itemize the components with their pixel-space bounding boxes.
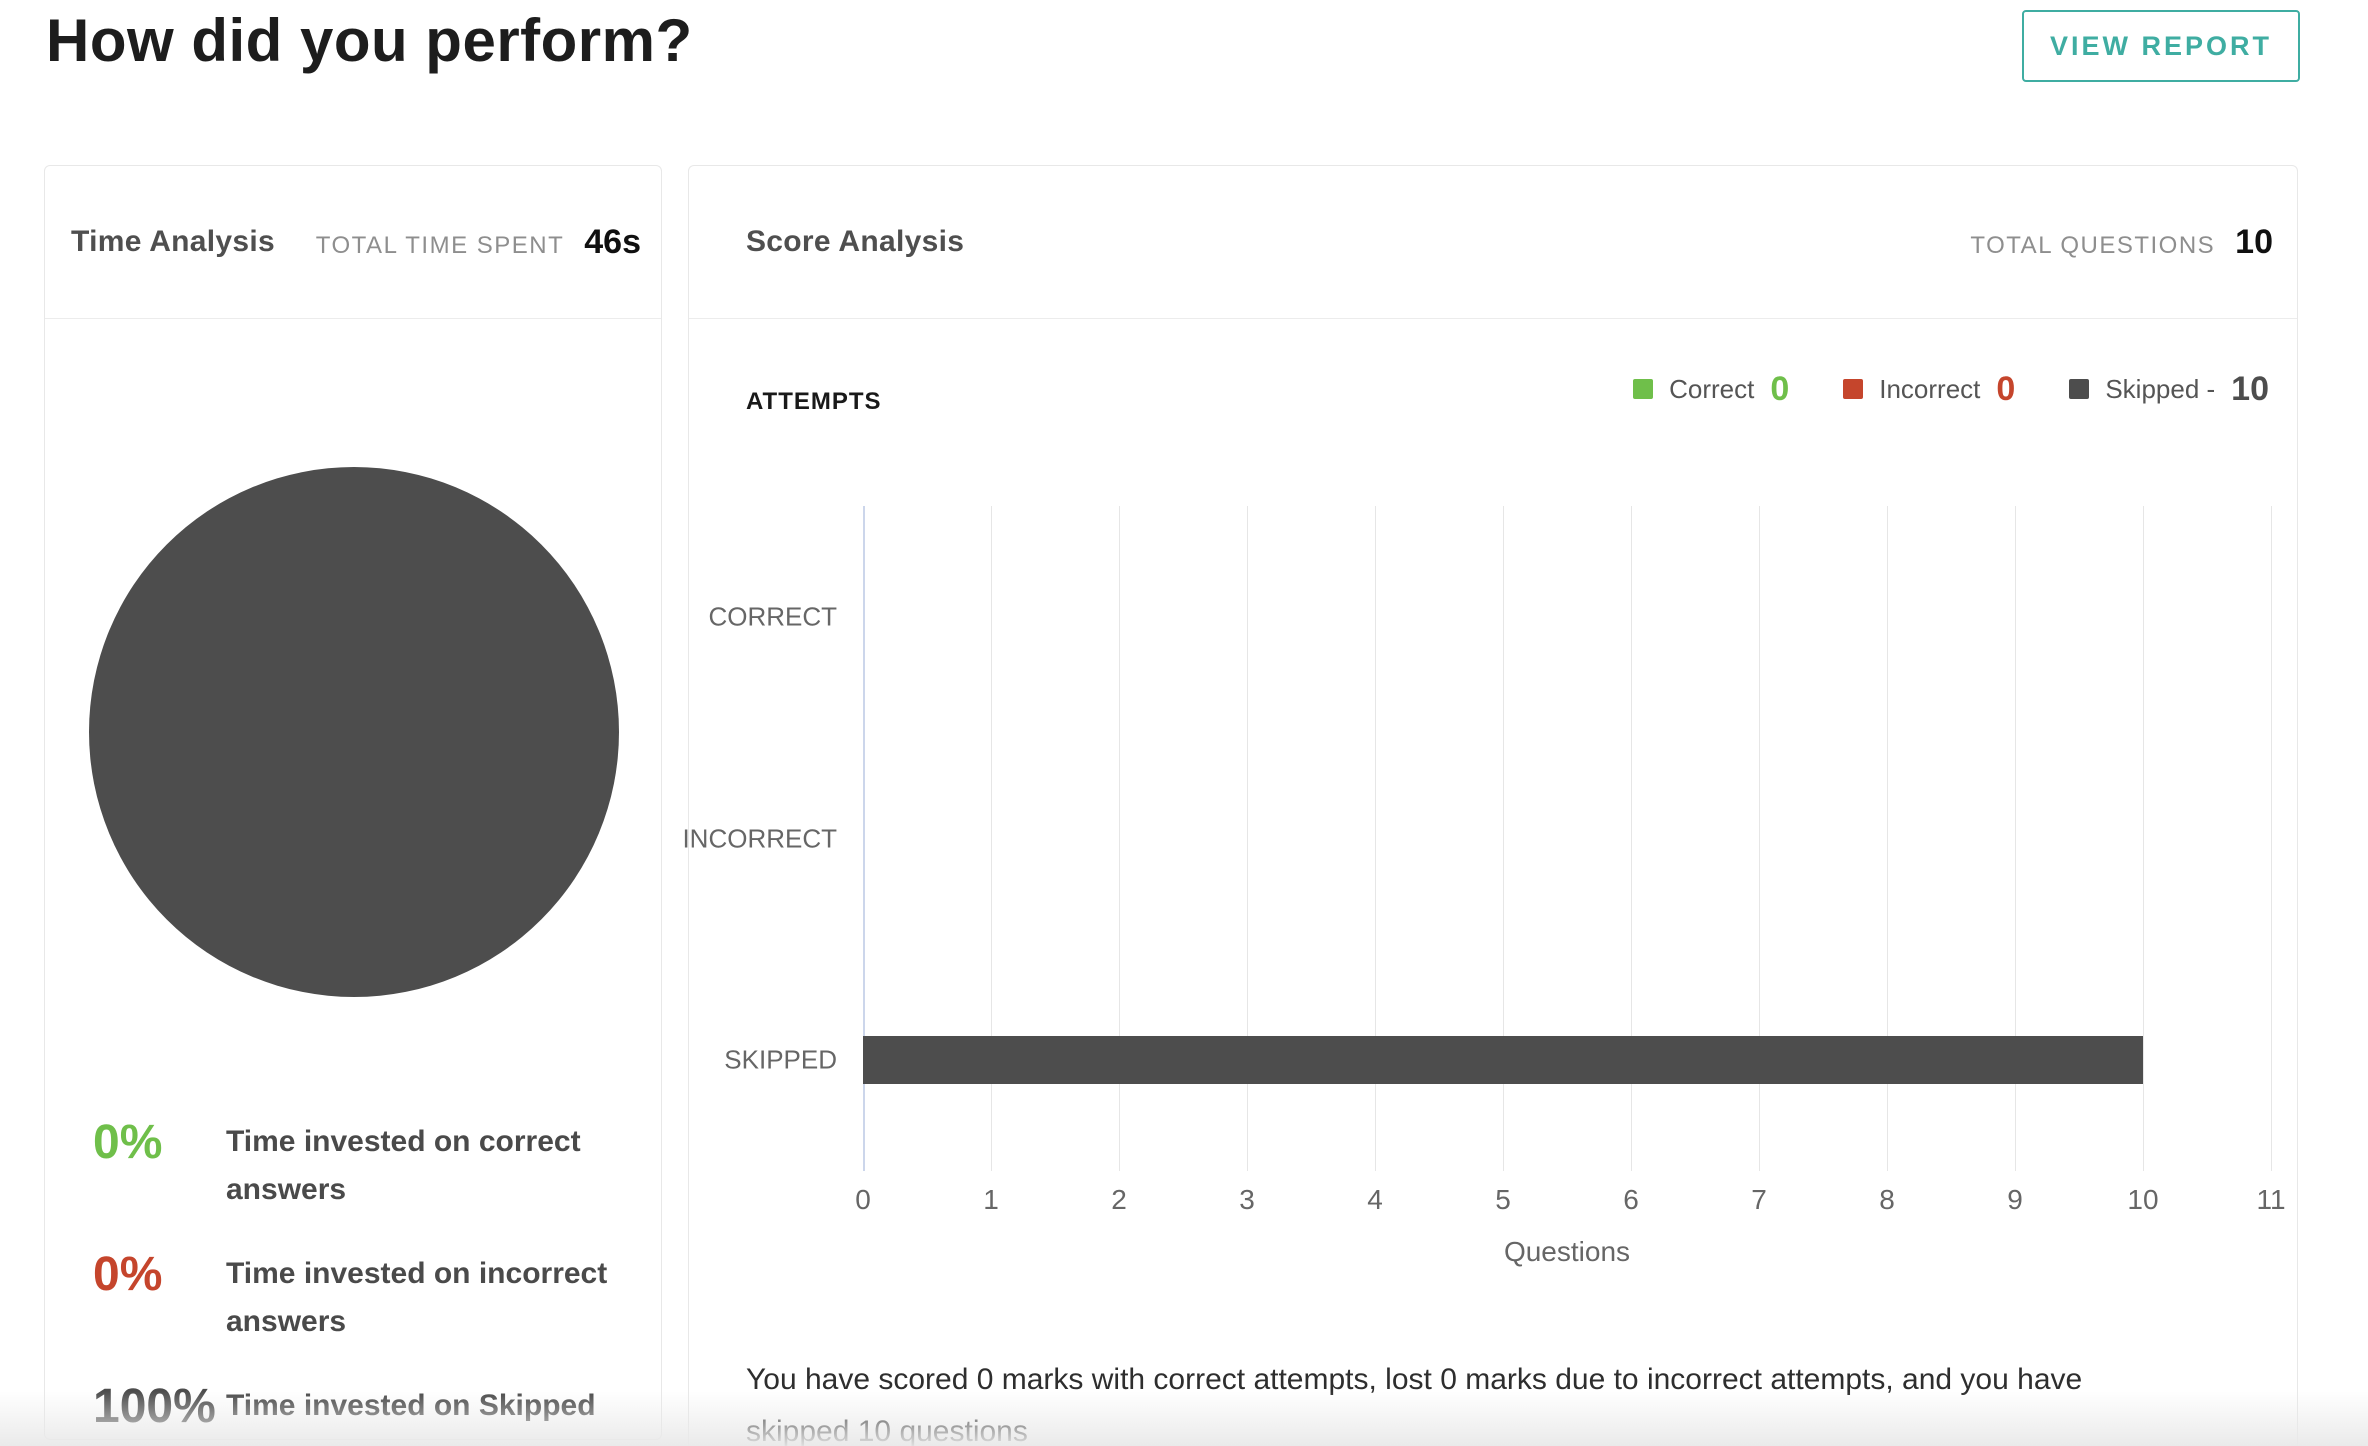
score-analysis-card: Score Analysis TOTAL QUESTIONS 10 ATTEMP… — [682, 165, 2298, 1446]
total-time-value: 46s — [584, 222, 641, 261]
x-tick-label: 9 — [2007, 1184, 2023, 1215]
chart-legend: Correct 0 Incorrect 0 Skipped - 10 — [1633, 372, 2269, 406]
view-report-button[interactable]: VIEW REPORT — [2022, 10, 2300, 82]
page-title: How did you perform? — [46, 7, 693, 74]
legend-incorrect-count: 0 — [1996, 370, 2016, 408]
x-tick-label: 2 — [1111, 1184, 1127, 1215]
x-tick-label: 5 — [1495, 1184, 1511, 1215]
legend-skipped-label: Skipped - — [2105, 373, 2216, 404]
score-summary-text: You have scored 0 marks with correct att… — [746, 1363, 2083, 1446]
skipped-swatch-icon — [2069, 379, 2090, 399]
legend-incorrect-label: Incorrect — [1879, 373, 1981, 404]
legend-skipped-count: 10 — [2231, 370, 2269, 408]
gridline — [2015, 506, 2016, 1171]
legend-correct-count: 0 — [1770, 370, 1790, 408]
correct-time-percent: 0% — [93, 1116, 163, 1169]
stat-row-correct: 0% Time invested on correct answers — [93, 1116, 645, 1214]
gridline — [1759, 506, 1760, 1171]
total-time-label: TOTAL TIME SPENT — [315, 231, 565, 259]
gridline — [1375, 506, 1376, 1171]
legend-correct-label: Correct — [1669, 373, 1755, 404]
gridline — [1887, 506, 1888, 1171]
x-axis-tick-labels: 0 1 2 3 4 5 6 7 8 9 10 11 — [855, 1184, 2285, 1224]
total-questions: TOTAL QUESTIONS 10 — [1970, 223, 2273, 262]
time-analysis-header: Time Analysis TOTAL TIME SPENT 46s — [45, 166, 661, 319]
x-tick-label: 4 — [1367, 1184, 1383, 1215]
time-stats-list: 0% Time invested on correct answers 0% T… — [93, 1116, 645, 1446]
x-tick-label: 8 — [1879, 1184, 1895, 1215]
x-tick-label: 7 — [1751, 1184, 1767, 1215]
incorrect-time-label: Time invested on incorrect answers — [226, 1257, 608, 1338]
skipped-time-label: Time invested on Skipped answers — [226, 1389, 596, 1446]
legend-item-incorrect: Incorrect 0 — [1843, 372, 2015, 406]
stat-row-skipped: 100% Time invested on Skipped answers — [93, 1380, 645, 1446]
attempts-bar-chart — [863, 506, 2272, 1171]
y-axis-label-correct: CORRECT — [708, 601, 837, 632]
score-analysis-header: Score Analysis TOTAL QUESTIONS 10 — [689, 166, 2297, 319]
skipped-time-percent: 100% — [93, 1380, 216, 1433]
x-axis-title: Questions — [1503, 1236, 1631, 1267]
incorrect-swatch-icon — [1843, 379, 1864, 399]
total-time-spent: TOTAL TIME SPENT 46s — [316, 223, 641, 262]
x-tick-label: 6 — [1623, 1184, 1639, 1215]
x-tick-label: 0 — [855, 1184, 871, 1215]
gridline — [1631, 506, 1632, 1171]
correct-swatch-icon — [1633, 379, 1654, 399]
stat-row-incorrect: 0% Time invested on incorrect answers — [93, 1248, 645, 1346]
y-axis-category-labels: CORRECT INCORRECT SKIPPED — [682, 506, 849, 1171]
gridline — [2271, 506, 2272, 1171]
gridline — [1247, 506, 1248, 1171]
gridline — [991, 506, 992, 1171]
total-questions-value: 10 — [2235, 222, 2273, 261]
y-axis-line — [863, 506, 865, 1171]
attempts-axis-label: ATTEMPTS — [746, 388, 882, 415]
skipped-bar[interactable] — [863, 1036, 2143, 1085]
x-tick-label: 1 — [983, 1184, 999, 1215]
time-analysis-title: Time Analysis — [71, 225, 275, 258]
y-axis-label-incorrect: INCORRECT — [682, 823, 837, 853]
correct-time-label: Time invested on correct answers — [226, 1125, 581, 1206]
x-tick-label: 10 — [2127, 1184, 2159, 1215]
legend-item-skipped: Skipped - 10 — [2069, 372, 2269, 406]
score-analysis-title: Score Analysis — [746, 225, 965, 258]
gridline — [1119, 506, 1120, 1171]
time-analysis-card: Time Analysis TOTAL TIME SPENT 46s 0% Ti… — [44, 165, 662, 1446]
gridline — [1503, 506, 1504, 1171]
incorrect-time-percent: 0% — [93, 1248, 163, 1301]
total-questions-label: TOTAL QUESTIONS — [1970, 231, 2216, 259]
time-distribution-pie-chart[interactable] — [89, 467, 619, 997]
x-tick-label: 11 — [2256, 1184, 2286, 1215]
y-axis-label-skipped: SKIPPED — [724, 1044, 837, 1075]
x-tick-label: 3 — [1239, 1184, 1255, 1215]
legend-item-correct: Correct 0 — [1633, 372, 1789, 406]
gridline — [2143, 506, 2144, 1171]
